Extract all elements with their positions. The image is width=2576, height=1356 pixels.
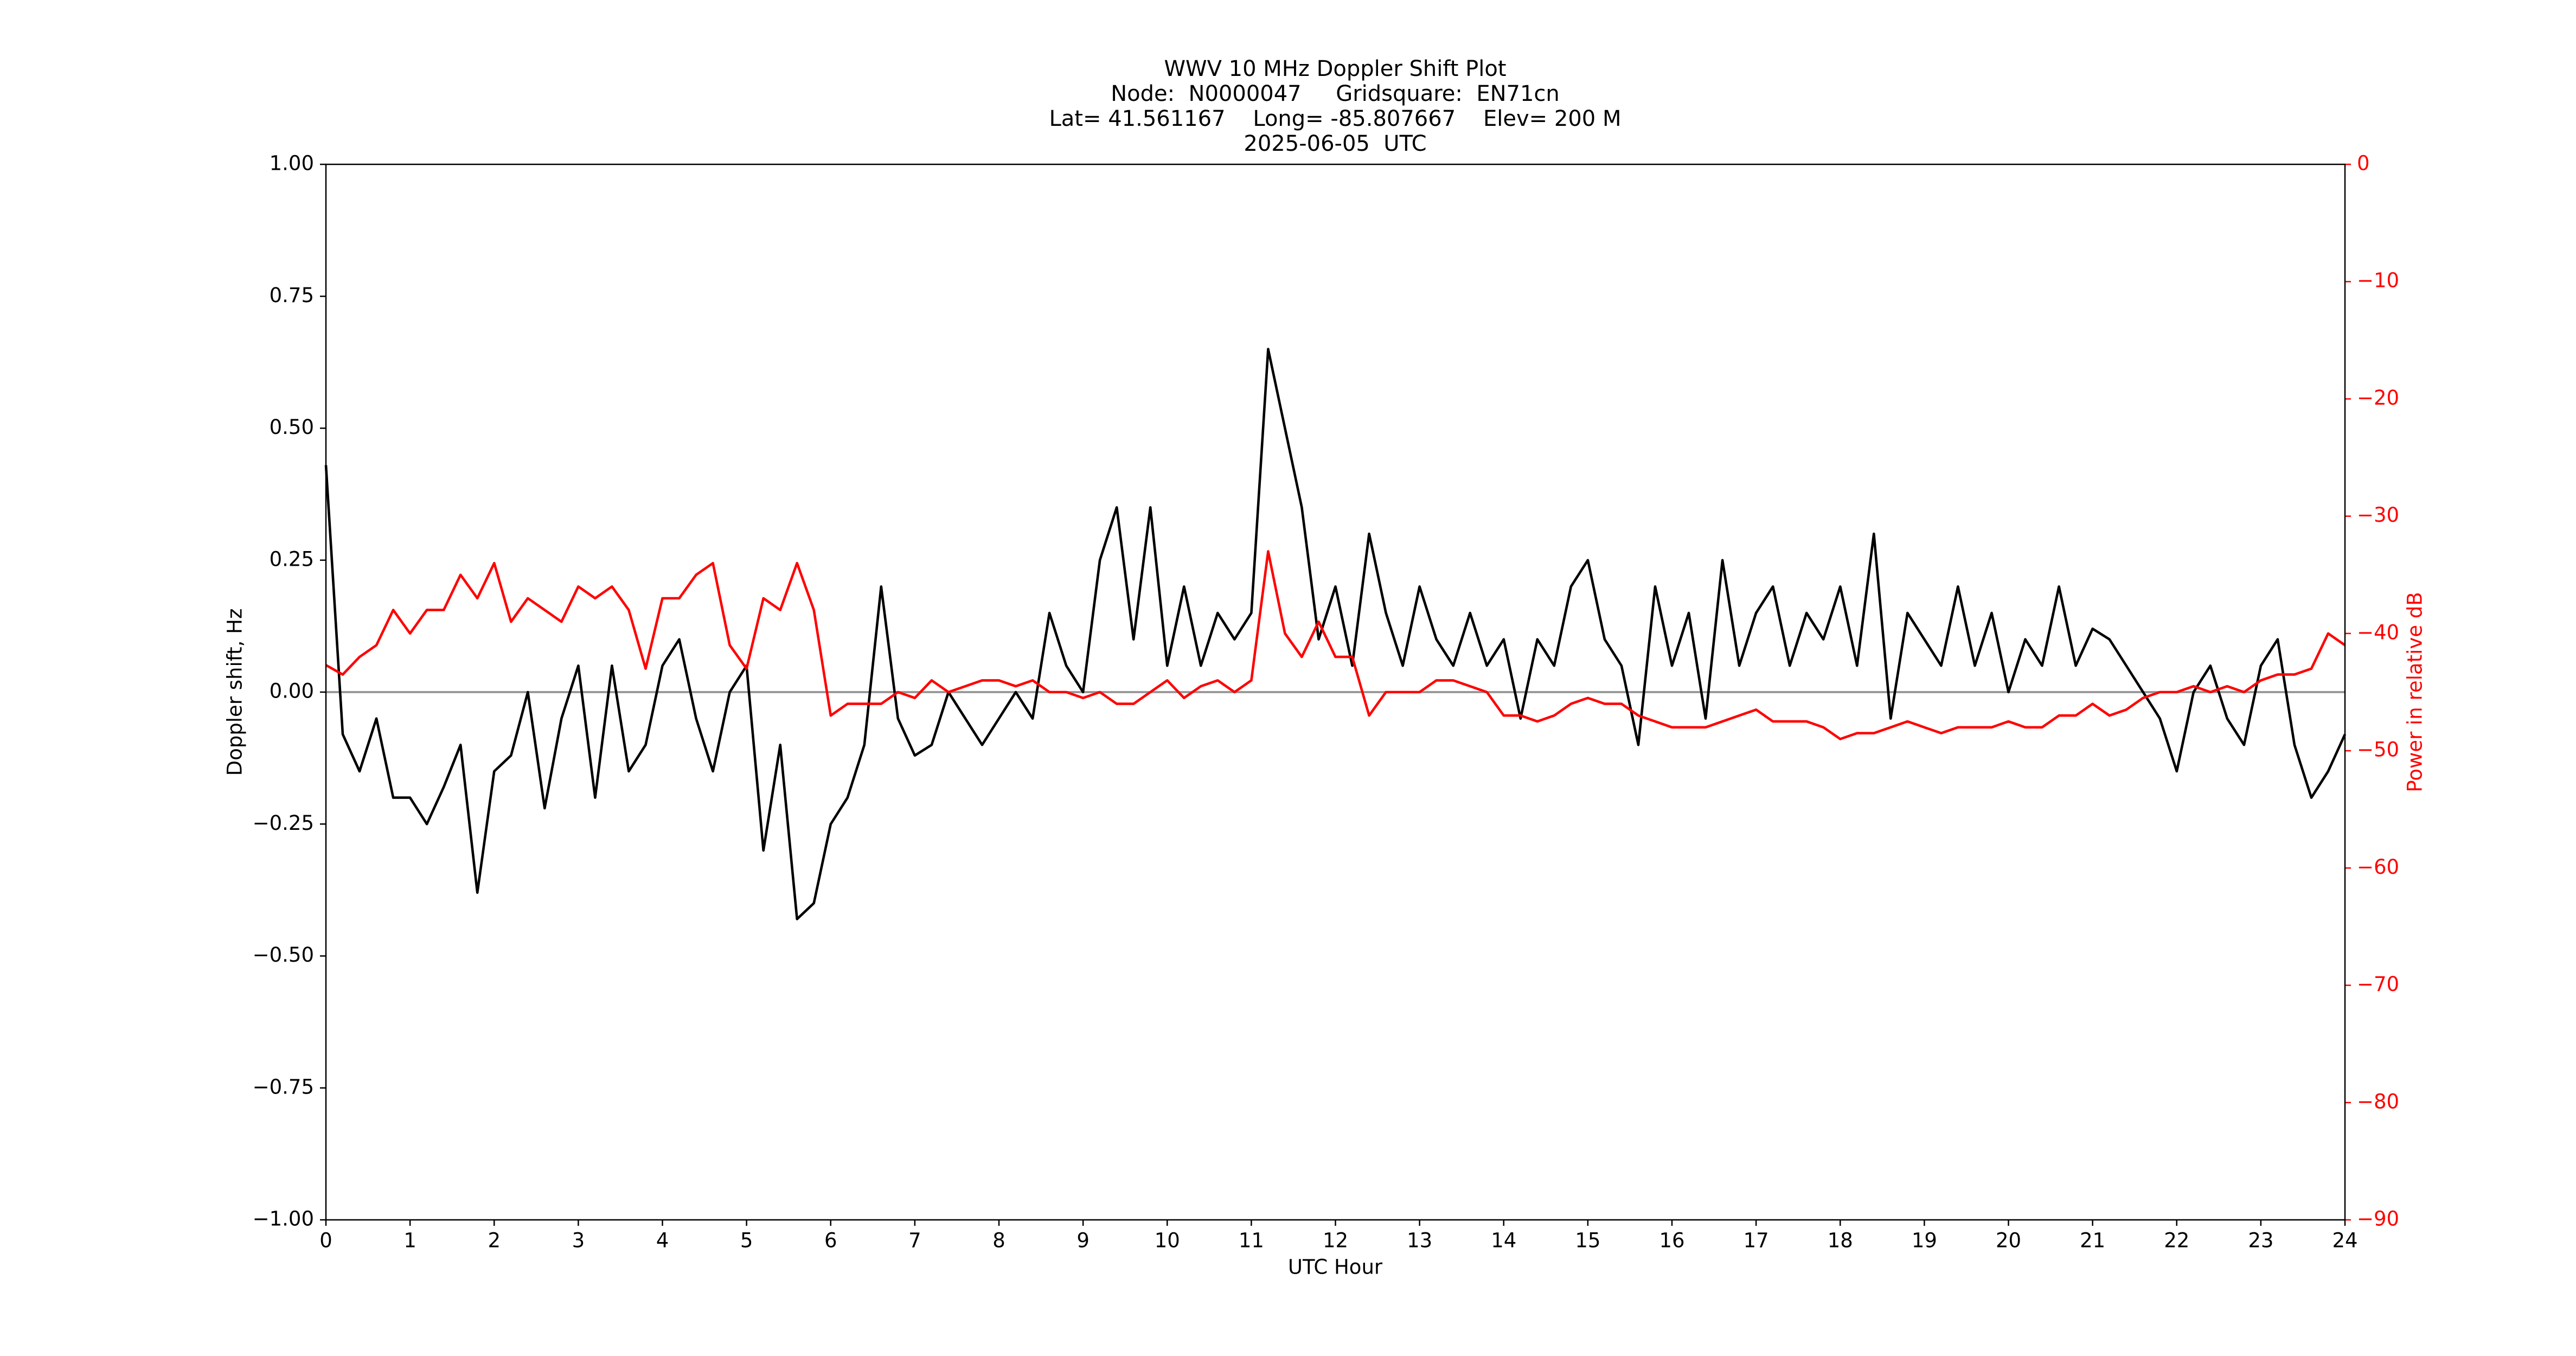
- y2-tick-label: −50: [2357, 738, 2399, 762]
- x-tick-label: 6: [824, 1229, 837, 1252]
- plot-frame: [325, 163, 2346, 1221]
- x-tick-label: 4: [656, 1229, 669, 1252]
- x-tick-label: 17: [1744, 1229, 1769, 1252]
- y2-tick-label: −90: [2357, 1207, 2399, 1231]
- x-tick-label: 10: [1155, 1229, 1180, 1252]
- y-tick-label: −1.00: [253, 1207, 314, 1231]
- y-tick-label: 0.25: [270, 547, 314, 571]
- y2-tick-label: −60: [2357, 855, 2399, 879]
- chart-title: Lat= 41.561167 Long= -85.807667 Elev= 20…: [1049, 106, 1622, 131]
- chart-title: Node: N0000047 Gridsquare: EN71cn: [1111, 81, 1560, 106]
- data-line: [325, 550, 2346, 740]
- y-axis-label: Doppler shift, Hz: [223, 609, 247, 776]
- y-tick-label: −0.25: [253, 811, 314, 835]
- x-tick-label: 12: [1323, 1229, 1348, 1252]
- x-tick-label: 1: [403, 1229, 416, 1252]
- y-tick-label: 1.00: [270, 152, 314, 175]
- x-tick-label: 19: [1912, 1229, 1937, 1252]
- x-tick-label: 21: [2080, 1229, 2105, 1252]
- y-tick-label: 0.00: [270, 680, 314, 703]
- data-line: [324, 348, 2347, 920]
- x-tick-label: 14: [1491, 1229, 1516, 1252]
- y2-tick-label: −20: [2357, 386, 2399, 410]
- y-tick-label: −0.75: [253, 1075, 314, 1098]
- x-tick-label: 22: [2164, 1229, 2189, 1252]
- x-tick-label: 16: [1659, 1229, 1684, 1252]
- x-tick-label: 0: [319, 1229, 332, 1252]
- y-tick-label: 0.50: [270, 415, 314, 439]
- y2-tick-label: −80: [2357, 1090, 2399, 1113]
- y2-tick-label: −40: [2357, 621, 2399, 644]
- x-tick-label: 13: [1407, 1229, 1432, 1252]
- y2-tick-label: 0: [2357, 152, 2370, 175]
- y2-tick-label: −10: [2357, 269, 2399, 292]
- x-tick-label: 18: [1828, 1229, 1853, 1252]
- x-axis-label: UTC Hour: [1288, 1256, 1383, 1279]
- x-tick-label: 15: [1575, 1229, 1600, 1252]
- x-tick-label: 23: [2248, 1229, 2273, 1252]
- x-tick-label: 2: [488, 1229, 501, 1252]
- x-tick-label: 24: [2332, 1229, 2357, 1252]
- y2-tick-label: −70: [2357, 973, 2399, 996]
- x-tick-label: 7: [908, 1229, 921, 1252]
- x-tick-label: 20: [1996, 1229, 2021, 1252]
- y2-tick-label: −30: [2357, 503, 2399, 527]
- y2-axis-label: Power in relative dB: [2404, 592, 2427, 792]
- y-tick-label: 0.75: [270, 284, 314, 307]
- x-tick-label: 9: [1076, 1229, 1090, 1252]
- x-tick-label: 8: [992, 1229, 1005, 1252]
- chart-title: WWV 10 MHz Doppler Shift Plot: [1164, 56, 1506, 81]
- chart-title: 2025-06-05 UTC: [1244, 131, 1426, 156]
- x-tick-label: 11: [1239, 1229, 1264, 1252]
- x-tick-label: 3: [572, 1229, 585, 1252]
- x-tick-label: 5: [740, 1229, 753, 1252]
- y-tick-label: −0.50: [253, 943, 314, 967]
